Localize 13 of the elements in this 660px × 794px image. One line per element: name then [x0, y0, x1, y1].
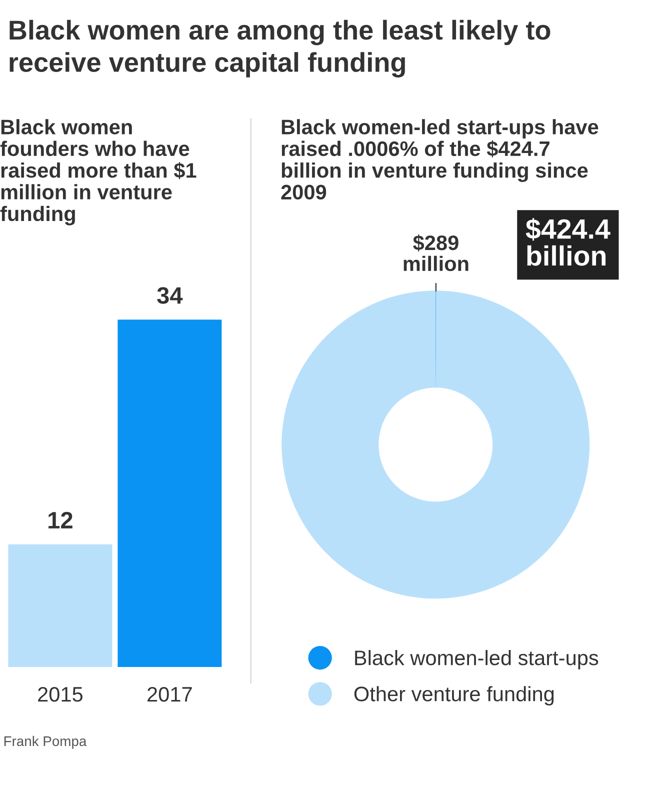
data-label: 34	[157, 287, 183, 304]
x-tick-label: 2017	[148, 686, 192, 702]
text: $424.4 billion	[526, 218, 610, 266]
legend-label: Other venture funding	[354, 686, 554, 706]
data-label: 12	[48, 512, 72, 528]
text: Black women are among the least likely to receive venture capital funding	[10, 20, 550, 78]
text: $289 million	[404, 234, 468, 272]
chart-title: Black women-led start-ups have raised .0006% of the $424.7 billion in venture funding since 2009	[281, 119, 598, 200]
chart-subtitle: Black women founders who have raised more than $1 million in venture funding	[0, 119, 196, 226]
donut-slice	[282, 290, 590, 599]
text: Frank Pompa	[4, 736, 87, 749]
legend-label: Black women-led start-ups	[355, 650, 598, 670]
x-tick-label: 2015	[38, 686, 83, 702]
